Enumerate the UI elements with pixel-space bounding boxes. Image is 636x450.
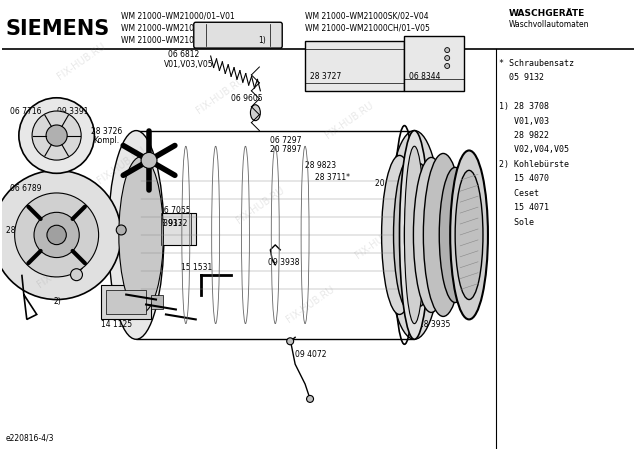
Text: FIX-HUB.RU: FIX-HUB.RU (235, 185, 286, 225)
Circle shape (445, 55, 450, 60)
Text: FIX-HUB.RU: FIX-HUB.RU (36, 249, 88, 290)
Ellipse shape (404, 146, 424, 324)
Text: 20 9674: 20 9674 (412, 229, 444, 238)
Ellipse shape (439, 167, 471, 302)
Text: 28 3711*: 28 3711* (315, 173, 350, 182)
Ellipse shape (394, 159, 425, 310)
Circle shape (32, 111, 81, 160)
Ellipse shape (424, 153, 463, 316)
Text: 1) 28 3708: 1) 28 3708 (499, 102, 549, 111)
Circle shape (34, 212, 80, 257)
Text: 09 4072: 09 4072 (295, 350, 327, 359)
Circle shape (0, 171, 121, 300)
Text: 28 3727: 28 3727 (310, 72, 342, 81)
Text: 20 8014: 20 8014 (408, 219, 439, 228)
Ellipse shape (455, 171, 483, 300)
Text: 15 4071: 15 4071 (499, 203, 549, 212)
Ellipse shape (108, 130, 164, 339)
Text: Kompl.: Kompl. (93, 136, 120, 145)
Circle shape (287, 338, 294, 345)
Circle shape (141, 153, 157, 168)
Ellipse shape (404, 163, 434, 306)
Text: 2): 2) (53, 297, 62, 306)
Ellipse shape (413, 158, 449, 312)
Bar (151, 295, 163, 310)
Circle shape (19, 98, 94, 173)
Text: Sole: Sole (499, 217, 534, 226)
Circle shape (71, 269, 83, 281)
Ellipse shape (399, 130, 429, 339)
Ellipse shape (450, 150, 488, 320)
Text: 28 3726: 28 3726 (92, 126, 123, 135)
Circle shape (445, 63, 450, 68)
Circle shape (307, 396, 314, 402)
Text: Waschvollautomaten: Waschvollautomaten (509, 20, 590, 29)
Text: 05 9132: 05 9132 (499, 73, 544, 82)
Text: FIX-HUB.RU: FIX-HUB.RU (324, 100, 376, 141)
Text: FIX-HUB.RU: FIX-HUB.RU (354, 220, 406, 260)
Text: 28 4882: 28 4882 (429, 241, 460, 250)
Text: FIX-HUB.RU: FIX-HUB.RU (284, 284, 336, 325)
Text: FIX-HUB.RU: FIX-HUB.RU (95, 145, 147, 186)
Text: e220816-4/3: e220816-4/3 (6, 434, 55, 443)
Text: 06 7035: 06 7035 (38, 219, 69, 228)
Ellipse shape (382, 155, 417, 315)
Text: 28 9823: 28 9823 (305, 162, 336, 171)
Ellipse shape (119, 157, 163, 313)
Text: WASCHGERÄTE: WASCHGERÄTE (509, 9, 585, 18)
Circle shape (15, 193, 99, 277)
Circle shape (46, 125, 67, 146)
Text: V01,V03: V01,V03 (499, 117, 549, 126)
Text: V01,V03,V05: V01,V03,V05 (164, 60, 214, 69)
Circle shape (116, 225, 126, 235)
Text: 06 7297: 06 7297 (270, 136, 302, 145)
Text: 06 8340: 06 8340 (404, 209, 436, 218)
Text: WM 21000–WM21000CH/01–V05: WM 21000–WM21000CH/01–V05 (305, 23, 430, 32)
Text: 03 9132: 03 9132 (156, 219, 188, 228)
Ellipse shape (387, 130, 442, 339)
FancyBboxPatch shape (404, 36, 464, 91)
Text: FIX-HUB.RU: FIX-HUB.RU (55, 41, 107, 81)
Text: 03 2584: 03 2584 (52, 263, 83, 272)
Text: 2) Kohlebürste: 2) Kohlebürste (499, 160, 569, 169)
Text: SIEMENS: SIEMENS (6, 19, 110, 39)
Text: FIX-HUB.RU: FIX-HUB.RU (195, 76, 247, 116)
Text: WM 21000–WM21000/02–V02: WM 21000–WM21000/02–V02 (121, 23, 235, 32)
Text: 06 7055: 06 7055 (159, 206, 191, 215)
Text: * Schraubensatz: * Schraubensatz (499, 59, 574, 68)
Text: 06 7716: 06 7716 (10, 107, 41, 116)
Text: Ceset: Ceset (499, 189, 539, 198)
Text: 09 3938: 09 3938 (268, 258, 300, 267)
Text: 09 3391: 09 3391 (57, 107, 88, 116)
Text: 28 3729: 28 3729 (6, 226, 37, 235)
Text: 28 3935: 28 3935 (419, 320, 451, 329)
Text: 14 1125: 14 1125 (101, 320, 132, 329)
FancyBboxPatch shape (194, 22, 282, 48)
Circle shape (47, 225, 66, 245)
Text: FIX-HUB.RU: FIX-HUB.RU (423, 160, 475, 201)
Bar (101, 285, 151, 320)
Text: 06 9605: 06 9605 (230, 94, 262, 103)
Circle shape (445, 48, 450, 53)
Text: V02,V04,V05: V02,V04,V05 (499, 145, 569, 154)
Bar (136, 130, 415, 339)
Text: 15 4070: 15 4070 (499, 174, 549, 183)
Text: 09 3937: 09 3937 (151, 219, 183, 228)
Text: 28 9822: 28 9822 (499, 131, 549, 140)
Text: 06 6789: 06 6789 (10, 184, 41, 193)
Text: 2): 2) (74, 270, 81, 279)
Text: 15 1531: 15 1531 (181, 263, 212, 272)
Text: WM 21000–WM21000SK/02–V04: WM 21000–WM21000SK/02–V04 (305, 11, 429, 20)
Text: 20 8127: 20 8127 (375, 179, 406, 188)
Ellipse shape (251, 105, 260, 121)
Text: 20 7897: 20 7897 (270, 145, 301, 154)
Bar (156, 213, 196, 245)
Text: 06 6812: 06 6812 (168, 50, 199, 59)
Text: 1): 1) (258, 36, 266, 45)
Text: 06 8344: 06 8344 (410, 72, 441, 81)
Text: WM 21000–WM21000/01–V01: WM 21000–WM21000/01–V01 (121, 11, 235, 20)
FancyBboxPatch shape (305, 41, 404, 91)
Text: WM 21000–WM21000SK/01–V03: WM 21000–WM21000SK/01–V03 (121, 35, 245, 44)
Bar (106, 290, 146, 315)
